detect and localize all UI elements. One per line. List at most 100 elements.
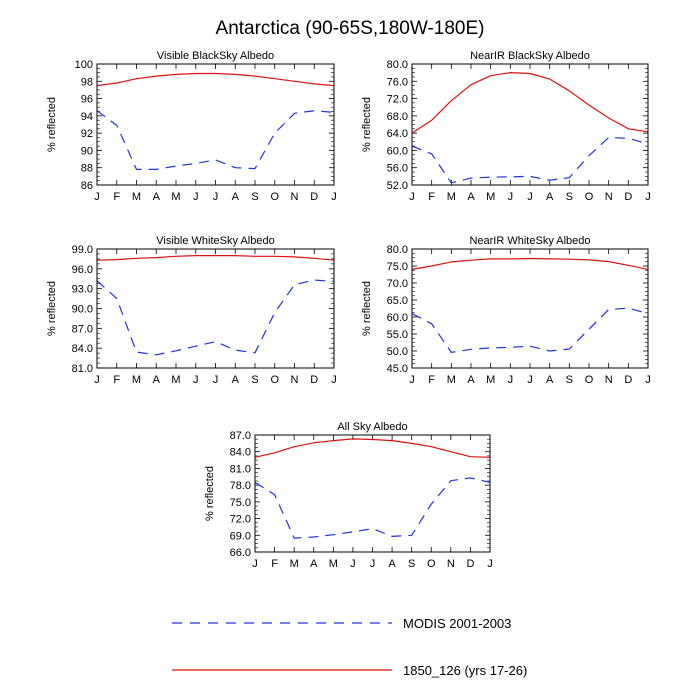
plot-frame [96, 63, 335, 186]
x-tick-label: J [193, 191, 199, 203]
y-tick-label: 96 [81, 94, 93, 106]
plot-frame [254, 434, 491, 553]
x-tick-label: M [486, 374, 495, 386]
x-tick-label: O [585, 191, 594, 203]
x-tick-label: M [486, 191, 495, 203]
y-tick-label: 69.0 [230, 530, 251, 542]
y-tick-label: 50.0 [387, 346, 408, 358]
x-tick-label: J [508, 374, 514, 386]
y-tick-label: 81.0 [230, 463, 251, 475]
y-axis-label: % reflected [361, 97, 373, 152]
plot-frame [96, 248, 335, 369]
x-tick-label: A [546, 191, 554, 203]
x-tick-label: J [527, 191, 533, 203]
y-tick-label: 87.0 [230, 430, 251, 442]
chart-title: All Sky Albedo [337, 421, 407, 433]
y-tick-label: 70.0 [387, 278, 408, 290]
y-tick-label: 90 [81, 145, 93, 157]
x-tick-label: M [132, 374, 141, 386]
series-line [96, 72, 335, 87]
y-tick-label: 93.0 [72, 284, 93, 296]
y-tick-label: 65.0 [387, 295, 408, 307]
y-tick-label: 98 [81, 76, 93, 88]
x-tick-label: J [527, 374, 533, 386]
x-tick-label: M [447, 191, 456, 203]
x-tick-label: J [350, 558, 356, 570]
chart-panel: Visible WhiteSky Albedo % reflected 81.0 84… [46, 235, 337, 386]
x-tick-label: J [409, 191, 415, 203]
x-tick-label: J [213, 191, 219, 203]
x-tick-label: S [408, 558, 415, 570]
x-tick-label: S [566, 374, 573, 386]
x-tick-label: N [605, 191, 613, 203]
plot-frame [411, 63, 649, 186]
x-tick-label: J [508, 191, 514, 203]
y-tick-label: 68.0 [387, 111, 408, 123]
x-tick-label: O [427, 558, 436, 570]
y-tick-label: 94 [81, 111, 93, 123]
x-tick-label: N [291, 374, 299, 386]
x-tick-label: A [546, 374, 554, 386]
y-tick-label: 60.0 [387, 312, 408, 324]
y-tick-label: 72.0 [230, 514, 251, 526]
y-tick-label: 75.0 [230, 497, 251, 509]
x-tick-label: J [331, 374, 337, 386]
chart-panel: All Sky Albedo % reflected 66.0 69.0 72.0 75.… [204, 421, 493, 570]
y-tick-label: 90.0 [72, 304, 93, 316]
x-tick-label: D [624, 191, 632, 203]
x-tick-label: M [447, 374, 456, 386]
x-tick-label: D [310, 191, 318, 203]
y-tick-label: 56.0 [387, 163, 408, 175]
x-tick-label: O [270, 191, 279, 203]
y-tick-label: 78.0 [230, 480, 251, 492]
x-tick-label: J [409, 374, 415, 386]
y-axis-label: % reflected [46, 281, 58, 336]
x-tick-label: J [645, 191, 651, 203]
chart-panel: Visible BlackSky Albedo % reflected 86 88 90… [46, 50, 337, 203]
chart-title: Visible WhiteSky Albedo [156, 235, 274, 247]
series-line [96, 255, 335, 261]
series-line [411, 257, 649, 270]
x-tick-label: A [467, 191, 475, 203]
x-tick-label: A [232, 191, 240, 203]
x-tick-label: F [271, 558, 278, 570]
x-tick-label: S [251, 374, 258, 386]
x-tick-label: J [645, 374, 651, 386]
x-tick-label: M [132, 191, 141, 203]
x-tick-label: J [331, 191, 337, 203]
legend-model-label: 1850_126 (yrs 17-26) [403, 663, 527, 678]
x-tick-label: M [171, 191, 180, 203]
y-tick-label: 88 [81, 163, 93, 175]
y-tick-label: 81.0 [72, 363, 93, 375]
chart-panels: Visible BlackSky Albedo % reflected 86 88 90… [46, 50, 651, 570]
y-tick-label: 87.0 [72, 323, 93, 335]
y-tick-label: 66.0 [230, 547, 251, 559]
x-tick-label: A [467, 374, 475, 386]
plot-frame [411, 248, 649, 369]
x-tick-label: J [213, 374, 219, 386]
chart-title: NearIR WhiteSky Albedo [469, 235, 590, 247]
x-tick-label: O [270, 374, 279, 386]
x-tick-label: D [310, 374, 318, 386]
x-tick-label: F [113, 374, 120, 386]
y-tick-label: 72.0 [387, 94, 408, 106]
y-tick-label: 84.0 [230, 447, 251, 459]
chart-title: Visible BlackSky Albedo [157, 50, 274, 62]
x-tick-label: J [487, 558, 493, 570]
legend: MODIS 2001-2003 1850_126 (yrs 17-26) [172, 616, 527, 678]
x-tick-label: O [585, 374, 594, 386]
x-tick-label: M [329, 558, 338, 570]
figure-title: Antarctica (90-65S,180W-180E) [216, 18, 485, 39]
y-tick-label: 60.0 [387, 145, 408, 157]
y-tick-label: 45.0 [387, 363, 408, 375]
y-tick-label: 86 [81, 180, 93, 192]
x-tick-label: J [252, 558, 258, 570]
y-tick-label: 55.0 [387, 329, 408, 341]
x-tick-label: A [232, 374, 240, 386]
x-tick-label: N [447, 558, 455, 570]
y-tick-label: 84.0 [72, 343, 93, 355]
y-tick-label: 96.0 [72, 264, 93, 276]
x-tick-label: A [388, 558, 396, 570]
series-line [96, 279, 335, 356]
